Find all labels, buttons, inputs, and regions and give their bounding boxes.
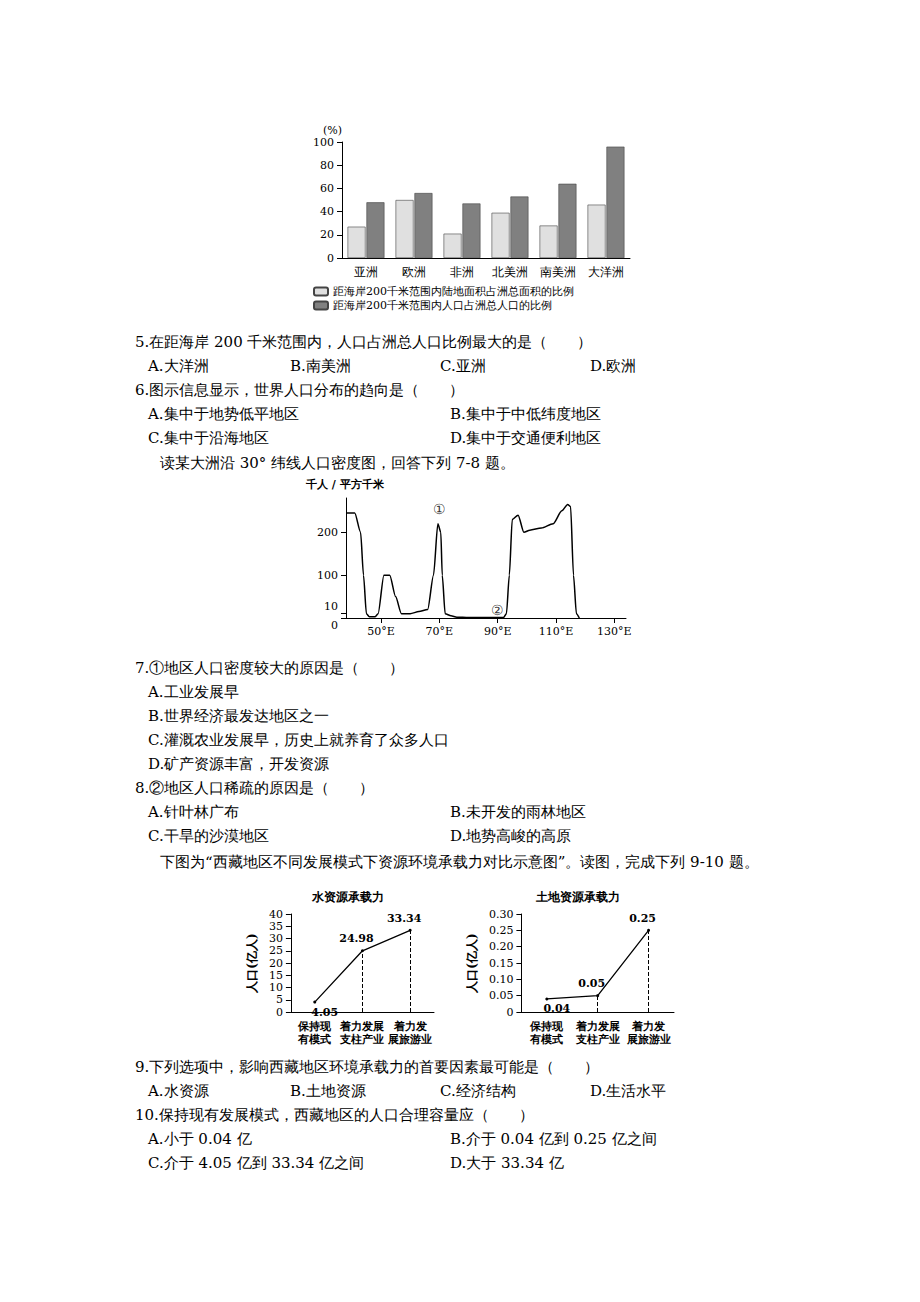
svg-text:非洲: 非洲 (450, 265, 474, 279)
svg-text:展旅游业: 展旅游业 (626, 1033, 671, 1046)
svg-text:0: 0 (276, 1006, 283, 1019)
html-text:C.灌溉农业发展早，历史上就养育了众多人口: C.灌溉农业发展早，历史上就养育了众多人口 (148, 731, 449, 749)
html-text:A.小于 0.04 亿: A.小于 0.04 亿 (148, 1130, 252, 1148)
html-text:C.介于 4.05 亿到 33.34 亿之间: C.介于 4.05 亿到 33.34 亿之间 (148, 1154, 365, 1172)
html-text:读某大洲沿 30° 纬线人口密度图，回答下列 7-8 题。: 读某大洲沿 30° 纬线人口密度图，回答下列 7-8 题。 (160, 454, 515, 472)
svg-text:土地资源承载力: 土地资源承载力 (535, 890, 620, 904)
svg-text:100: 100 (317, 569, 338, 582)
svg-text:着力发展: 着力发展 (575, 1020, 620, 1033)
html-text:下图为“西藏地区不同发展模式下资源环境承载力对比示意图”。读: 下图为“西藏地区不同发展模式下资源环境承载力对比示意图”。读图，完成下列 9-1… (160, 853, 759, 871)
svg-text:着力发展: 着力发展 (339, 1020, 384, 1033)
html-text:C.经济结构: C.经济结构 (440, 1082, 516, 1100)
svg-text:距海岸200千米范围内陆地面积占洲总面积的比例: 距海岸200千米范围内陆地面积占洲总面积的比例 (333, 285, 574, 298)
svg-text:24.98: 24.98 (339, 932, 374, 945)
svg-text:千人 / 平方千米: 千人 / 平方千米 (305, 478, 385, 491)
svg-text:10: 10 (324, 600, 338, 613)
html-text:6.图示信息显示，世界人口分布的趋向是（ ）: 6.图示信息显示，世界人口分布的趋向是（ ） (135, 381, 465, 399)
svg-text:90°E: 90°E (484, 625, 512, 638)
html-text:A.水资源: A.水资源 (148, 1082, 209, 1100)
svg-text:10: 10 (269, 981, 283, 994)
svg-text:着力发: 着力发 (631, 1020, 665, 1033)
html-text:D.生活水平: D.生活水平 (590, 1082, 667, 1100)
svg-text:有模式: 有模式 (529, 1033, 563, 1046)
svg-text:100: 100 (313, 136, 334, 149)
html-text:7.①地区人口密度较大的原因是（ ）: 7.①地区人口密度较大的原因是（ ） (135, 659, 405, 677)
svg-text:50°E: 50°E (367, 625, 395, 638)
svg-text:保持现: 保持现 (529, 1020, 564, 1033)
svg-text:0.25: 0.25 (489, 924, 514, 937)
svg-text:25: 25 (269, 944, 283, 957)
svg-text:70°E: 70°E (426, 625, 454, 638)
html-text:9.下列选项中，影响西藏地区环境承载力的首要因素最可能是（: 9.下列选项中，影响西藏地区环境承载力的首要因素最可能是（ ） (135, 1058, 600, 1076)
svg-text:20: 20 (320, 228, 334, 241)
html-text:C.集中于沿海地区: C.集中于沿海地区 (148, 429, 269, 447)
html-text:B.集中于中低纬度地区: B.集中于中低纬度地区 (450, 405, 601, 423)
html-text:D.矿产资源丰富，开发资源: D.矿产资源丰富，开发资源 (148, 755, 330, 773)
html-text:B.土地资源: B.土地资源 (290, 1082, 366, 1100)
svg-text:20: 20 (269, 957, 283, 970)
svg-text:0.25: 0.25 (629, 912, 656, 925)
svg-text:①: ① (433, 501, 446, 517)
svg-text:南美洲: 南美洲 (540, 265, 576, 279)
svg-text:支柱产业: 支柱产业 (575, 1033, 620, 1046)
svg-text:110°E: 110°E (539, 625, 574, 638)
html-text:D.地势高峻的高原: D.地势高峻的高原 (450, 827, 572, 845)
svg-text:80: 80 (320, 159, 334, 172)
svg-text:0.10: 0.10 (489, 973, 514, 986)
html-text:A.大洋洲: A.大洋洲 (148, 357, 209, 375)
svg-text:着力发: 着力发 (393, 1020, 427, 1033)
svg-text:200: 200 (317, 526, 338, 539)
svg-text:展旅游业: 展旅游业 (387, 1033, 432, 1046)
svg-text:40: 40 (320, 205, 334, 218)
svg-text:33.34: 33.34 (387, 912, 422, 925)
html-text:D.集中于交通便利地区: D.集中于交通便利地区 (450, 429, 602, 447)
html-text:B.未开发的雨林地区: B.未开发的雨林地区 (450, 803, 586, 821)
svg-text:35: 35 (269, 920, 283, 933)
html-text:D.欧洲: D.欧洲 (590, 357, 637, 375)
svg-text:北美洲: 北美洲 (492, 265, 528, 279)
svg-text:130°E: 130°E (597, 625, 632, 638)
html-text:A.集中于地势低平地区: A.集中于地势低平地区 (148, 405, 299, 423)
svg-text:保持现: 保持现 (297, 1020, 332, 1033)
svg-text:0.15: 0.15 (489, 957, 514, 970)
svg-text:0.04: 0.04 (543, 1002, 570, 1015)
html-text:C.亚洲: C.亚洲 (440, 357, 486, 375)
svg-text:有模式: 有模式 (297, 1033, 331, 1046)
html-text:A.工业发展早: A.工业发展早 (148, 683, 239, 701)
svg-text:0: 0 (331, 619, 338, 632)
svg-text:4.05: 4.05 (311, 1006, 338, 1019)
svg-text:人口(亿人): 人口(亿人) (465, 933, 479, 993)
svg-text:0.05: 0.05 (578, 977, 605, 990)
svg-text:0.30: 0.30 (489, 908, 514, 921)
html-text:A.针叶林广布: A.针叶林广布 (148, 803, 239, 821)
html-text:8.②地区人口稀疏的原因是（ ）: 8.②地区人口稀疏的原因是（ ） (135, 779, 375, 797)
svg-text:亚洲: 亚洲 (354, 265, 378, 279)
svg-text:15: 15 (269, 969, 283, 982)
svg-text:0.20: 0.20 (489, 940, 514, 953)
html-text:5.在距海岸 200 千米范围内，人口占洲总人口比例最大的是: 5.在距海岸 200 千米范围内，人口占洲总人口比例最大的是（ ） (135, 333, 593, 351)
html-text:B.世界经济最发达地区之一: B.世界经济最发达地区之一 (148, 707, 329, 725)
svg-text:大洋洲: 大洋洲 (588, 265, 624, 279)
svg-text:0.05: 0.05 (489, 989, 514, 1002)
html-text:B.介于 0.04 亿到 0.25 亿之间: B.介于 0.04 亿到 0.25 亿之间 (450, 1130, 657, 1148)
svg-text:欧洲: 欧洲 (402, 265, 426, 279)
html-text:C.干旱的沙漠地区: C.干旱的沙漠地区 (148, 827, 269, 845)
html-text:D.大于 33.34 亿: D.大于 33.34 亿 (450, 1154, 564, 1172)
svg-text:支柱产业: 支柱产业 (339, 1033, 384, 1046)
svg-text:40: 40 (269, 908, 283, 921)
svg-text:距海岸200千米范围内人口占洲总人口的比例: 距海岸200千米范围内人口占洲总人口的比例 (333, 299, 552, 312)
html-text:10.保持现有发展模式，西藏地区的人口合理容量应（ ）: 10.保持现有发展模式，西藏地区的人口合理容量应（ ） (135, 1106, 534, 1124)
svg-text:0: 0 (327, 252, 334, 265)
svg-text:60: 60 (320, 182, 334, 195)
svg-text:0: 0 (506, 1006, 513, 1019)
svg-text:人口(亿人): 人口(亿人) (245, 933, 259, 993)
html-text:B.南美洲: B.南美洲 (290, 357, 351, 375)
svg-text:30: 30 (269, 932, 283, 945)
svg-text:水资源承载力: 水资源承载力 (311, 890, 384, 904)
svg-text:②: ② (491, 602, 504, 618)
svg-text:5: 5 (276, 993, 283, 1006)
